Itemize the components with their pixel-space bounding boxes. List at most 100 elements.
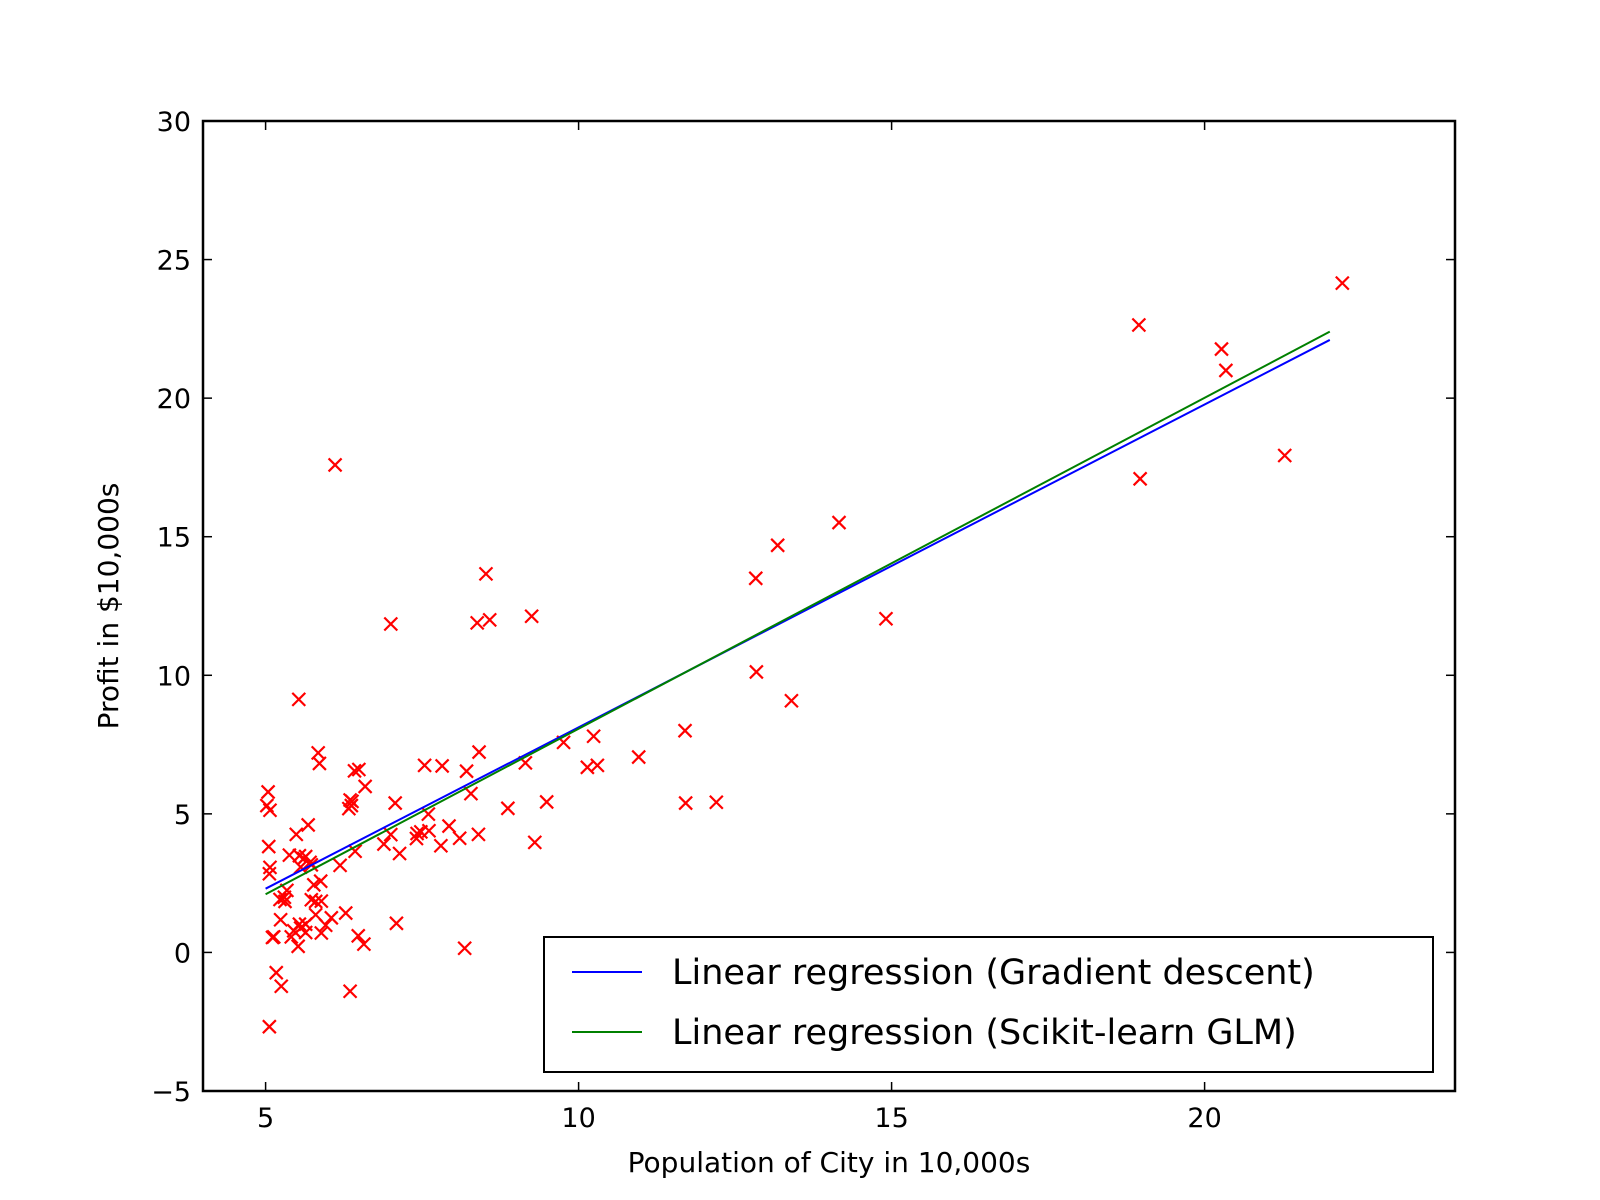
series-line-gradient-descent xyxy=(265,339,1331,890)
scatter-point xyxy=(262,1019,277,1034)
y-tick-label: 30 xyxy=(157,107,191,138)
scatter-point xyxy=(342,983,358,999)
scatter-point xyxy=(262,860,278,875)
scatter-point xyxy=(421,823,437,839)
scatter-point xyxy=(441,818,457,834)
y-tick-label: 0 xyxy=(174,938,191,969)
scatter-point xyxy=(469,615,485,631)
x-tick-label: 10 xyxy=(561,1103,595,1134)
tick-labels: 5 10 15 20 −5 0 5 10 15 20 25 30 xyxy=(151,107,1222,1134)
scatter-point xyxy=(434,758,450,774)
scatter-point xyxy=(261,839,277,854)
scatter-point xyxy=(273,912,288,928)
scatter-point xyxy=(678,795,693,811)
scatter-point xyxy=(338,905,354,921)
scatter-point xyxy=(586,728,601,744)
scatter-point xyxy=(459,763,474,779)
legend: Linear regression (Gradient descent) Lin… xyxy=(543,936,1434,1073)
scatter-point xyxy=(389,916,404,931)
scatter-point xyxy=(1132,471,1148,487)
scatter-point xyxy=(288,827,304,842)
legend-label-gradient-descent: Linear regression (Gradient descent) xyxy=(672,953,1315,993)
scatter-point xyxy=(314,925,329,941)
scatter-point xyxy=(324,910,339,926)
scatter-point xyxy=(308,907,323,923)
scatter-point xyxy=(260,784,276,800)
scatter-point xyxy=(387,795,403,811)
scatter-point xyxy=(452,830,467,846)
scatter-point xyxy=(273,978,289,994)
scatter-point xyxy=(291,692,307,707)
x-axis-label: Population of City in 10,000s xyxy=(628,1146,1031,1179)
scatter-point xyxy=(259,798,275,813)
scatter-point xyxy=(344,794,360,809)
y-tick-label: 15 xyxy=(157,523,191,554)
scatter-point xyxy=(286,923,302,939)
scatter-point xyxy=(524,608,539,624)
y-tick-label: 5 xyxy=(174,800,191,831)
scatter-point xyxy=(356,936,372,952)
scatter-point xyxy=(770,538,785,553)
scatter-point xyxy=(1131,317,1147,333)
x-tick-label: 5 xyxy=(257,1103,274,1134)
scatter-point xyxy=(482,612,497,628)
scatter-point xyxy=(262,866,277,881)
scatter-point xyxy=(300,817,316,833)
scatter-point xyxy=(313,873,328,889)
scatter-point xyxy=(306,877,322,893)
scatter-point xyxy=(272,892,288,907)
scatter-point xyxy=(409,831,424,846)
scatter-point xyxy=(357,779,373,794)
scatter-point xyxy=(376,836,392,852)
x-tick-label: 20 xyxy=(1187,1103,1221,1134)
scatter-point xyxy=(417,758,432,773)
scatter-point xyxy=(749,664,764,680)
scatter-point xyxy=(539,794,554,810)
scatter-point xyxy=(471,827,486,842)
legend-label-scikit-learn: Linear regression (Scikit-learn GLM) xyxy=(672,1013,1297,1053)
y-axis-label: Profit in $10,000s xyxy=(92,483,125,730)
scatter-point xyxy=(433,838,449,854)
scatter-point xyxy=(500,801,516,816)
scatter-point xyxy=(292,848,307,863)
scatter-point xyxy=(308,894,323,909)
scatter-point xyxy=(471,744,487,760)
scatter-point xyxy=(351,762,367,777)
y-tick-label: −5 xyxy=(151,1077,191,1108)
scatter-point xyxy=(290,939,306,954)
scatter-point xyxy=(1218,363,1234,378)
scatter-point xyxy=(265,930,280,945)
scatter-point xyxy=(457,940,472,956)
scatter-point xyxy=(347,763,362,779)
scatter-point xyxy=(268,965,284,980)
scatter-point xyxy=(298,849,313,864)
scatter-point xyxy=(631,749,646,765)
scatter-point xyxy=(478,566,494,582)
scatter-point xyxy=(831,515,847,530)
scatter-point xyxy=(383,616,399,632)
scatter-point xyxy=(527,835,543,850)
scatter-point xyxy=(463,786,479,801)
plot-frame xyxy=(201,119,1457,1093)
scatter-point xyxy=(350,928,366,944)
x-tick-label: 15 xyxy=(874,1103,908,1134)
scatter-point xyxy=(878,611,894,627)
scatter-point xyxy=(590,758,605,773)
scatter-point xyxy=(748,571,764,586)
scatter-point xyxy=(310,745,326,761)
scatter-point xyxy=(347,843,363,859)
y-tick-label: 20 xyxy=(157,384,191,415)
y-tick-label: 10 xyxy=(157,661,191,692)
scatter-point xyxy=(1335,275,1350,291)
scatter-point xyxy=(784,693,799,709)
scatter-point xyxy=(1214,341,1229,357)
scatter-point xyxy=(392,846,407,861)
plot-area xyxy=(259,275,1350,1034)
scatter-point xyxy=(409,826,425,841)
scatter-point xyxy=(304,892,319,908)
legend-box xyxy=(543,936,1434,1073)
scatter-point xyxy=(1277,448,1293,463)
scatter-point xyxy=(677,723,693,738)
series-line-scikit-learn xyxy=(265,330,1331,896)
